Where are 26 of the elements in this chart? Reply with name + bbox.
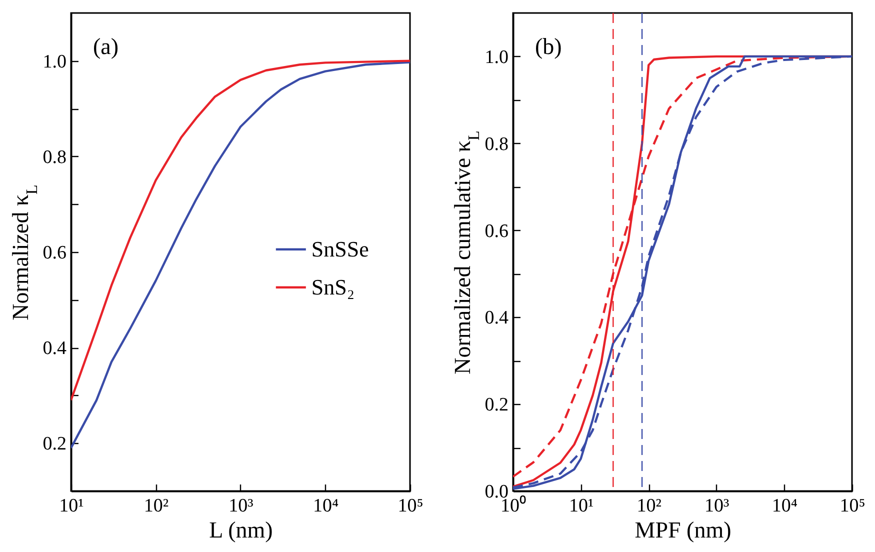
y-tick-label: 1.0 — [42, 51, 66, 72]
y-tick-label: 0.2 — [484, 394, 508, 416]
x-tick-label: 10³ — [228, 496, 254, 516]
x-tick-label: 10¹ — [568, 496, 594, 516]
y-tick-label: 0.8 — [484, 134, 508, 155]
x-axis-title: MPF (nm) — [634, 518, 732, 542]
y-tick-label: 1.0 — [484, 46, 508, 68]
annotation: (b) — [535, 34, 562, 59]
x-tick-label: 10³ — [704, 496, 730, 516]
legend-label: SnSSe — [311, 236, 369, 262]
x-tick-label: 10² — [636, 496, 662, 516]
x-tick-label: 10⁵ — [398, 496, 424, 516]
y-tick-label: 0.8 — [42, 146, 66, 168]
legend-label: SnS₂ — [311, 274, 355, 300]
y-tick-label: 0.4 — [42, 338, 67, 360]
annotation: (a) — [93, 34, 119, 59]
x-tick-label: 10² — [144, 496, 169, 516]
x-tick-label: 10⁵ — [840, 496, 866, 516]
y-tick-label: 0.6 — [484, 220, 508, 242]
y-tick-label: 0.2 — [42, 434, 66, 455]
x-tick-label: 10⁴ — [312, 496, 339, 516]
x-tick-label: 10⁴ — [772, 496, 798, 516]
x-axis-title: L (nm) — [209, 518, 273, 542]
y-tick-label: 0.4 — [484, 308, 509, 329]
y-tick-label: 0.6 — [42, 242, 66, 264]
x-tick-label: 10¹ — [59, 496, 84, 516]
